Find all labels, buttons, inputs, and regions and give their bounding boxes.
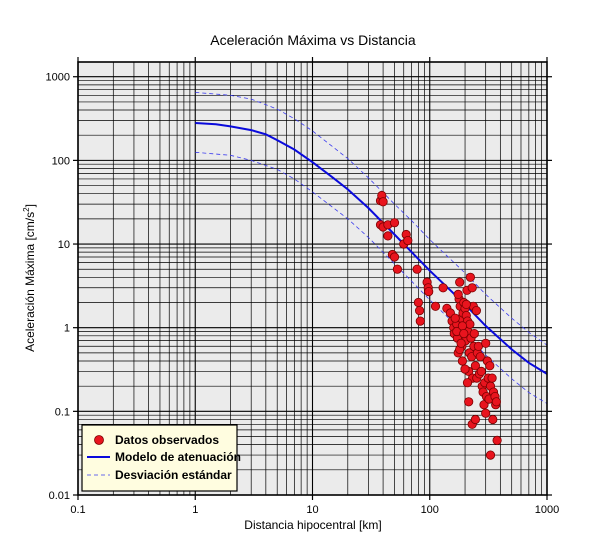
legend-label-deviation: Desviación estándar: [115, 468, 232, 482]
data-point: [392, 264, 402, 274]
data-point: [492, 435, 502, 445]
data-point: [403, 236, 413, 246]
y-axis-label-sup: 2: [22, 207, 31, 212]
data-point: [470, 414, 480, 425]
data-point: [455, 277, 465, 287]
y-axis-label: Aceleración Máxima [cm/s2]: [22, 204, 37, 352]
data-point: [456, 338, 466, 348]
x-tick-label: 100: [421, 504, 439, 516]
chart-title: Aceleración Máxima vs Distancia: [210, 32, 416, 48]
data-point: [491, 397, 501, 407]
data-point: [471, 305, 481, 316]
legend-label-observed: Datos observados: [115, 433, 219, 447]
data-point: [465, 272, 475, 282]
y-tick-label: 100: [52, 155, 70, 167]
model-line: [195, 122, 548, 375]
data-point: [464, 397, 474, 407]
data-point: [488, 414, 498, 425]
legend-marker-observed: [94, 435, 104, 445]
data-point: [438, 283, 448, 293]
y-tick-label: 0.1: [55, 406, 70, 418]
data-point: [383, 231, 393, 241]
data-point: [457, 356, 467, 366]
data-point: [389, 252, 400, 262]
data-point: [469, 328, 479, 339]
data-point: [415, 316, 425, 326]
legend: Datos observados Modelo de atenuación De…: [81, 424, 241, 492]
data-point: [485, 361, 495, 371]
y-tick-label: 1000: [46, 72, 70, 84]
data-point: [465, 319, 475, 329]
data-point: [389, 218, 400, 228]
grid-lines: [77, 62, 547, 496]
attenuation-model-line: [195, 122, 548, 375]
data-point: [481, 338, 491, 348]
data-point: [470, 361, 480, 371]
data-point: [475, 352, 485, 362]
x-axis-label: Distancia hipocentral [km]: [244, 518, 381, 532]
data-point: [467, 283, 477, 293]
data-point: [485, 450, 496, 460]
data-point: [453, 289, 463, 299]
data-point: [450, 313, 460, 323]
y-axis-label-tail: ]: [23, 204, 37, 207]
data-point: [414, 305, 425, 316]
data-point: [487, 373, 497, 383]
y-axis-label-main: Aceleración Máxima [cm/s: [23, 212, 37, 352]
data-point: [430, 301, 441, 311]
x-tick-label: 1: [192, 504, 198, 516]
y-tick-label: 0.01: [49, 490, 70, 502]
data-point: [457, 321, 467, 331]
x-tick-label: 1000: [535, 504, 559, 516]
deviation-lower-line: [195, 151, 548, 404]
y-tick-label: 10: [58, 239, 70, 251]
y-tick-label: 1: [64, 323, 70, 335]
x-tick-label: 10: [306, 504, 318, 516]
data-point: [460, 364, 470, 374]
data-point: [378, 197, 388, 207]
data-point: [424, 286, 434, 297]
legend-label-model: Modelo de atenuación: [115, 450, 241, 464]
x-tick-label: 0.1: [70, 504, 85, 516]
data-point: [481, 408, 491, 418]
data-point: [461, 299, 471, 309]
data-point: [462, 378, 473, 388]
data-point: [476, 366, 486, 376]
data-point: [413, 297, 423, 308]
data-points: [375, 190, 502, 460]
data-point: [459, 328, 469, 339]
data-point: [412, 264, 422, 274]
